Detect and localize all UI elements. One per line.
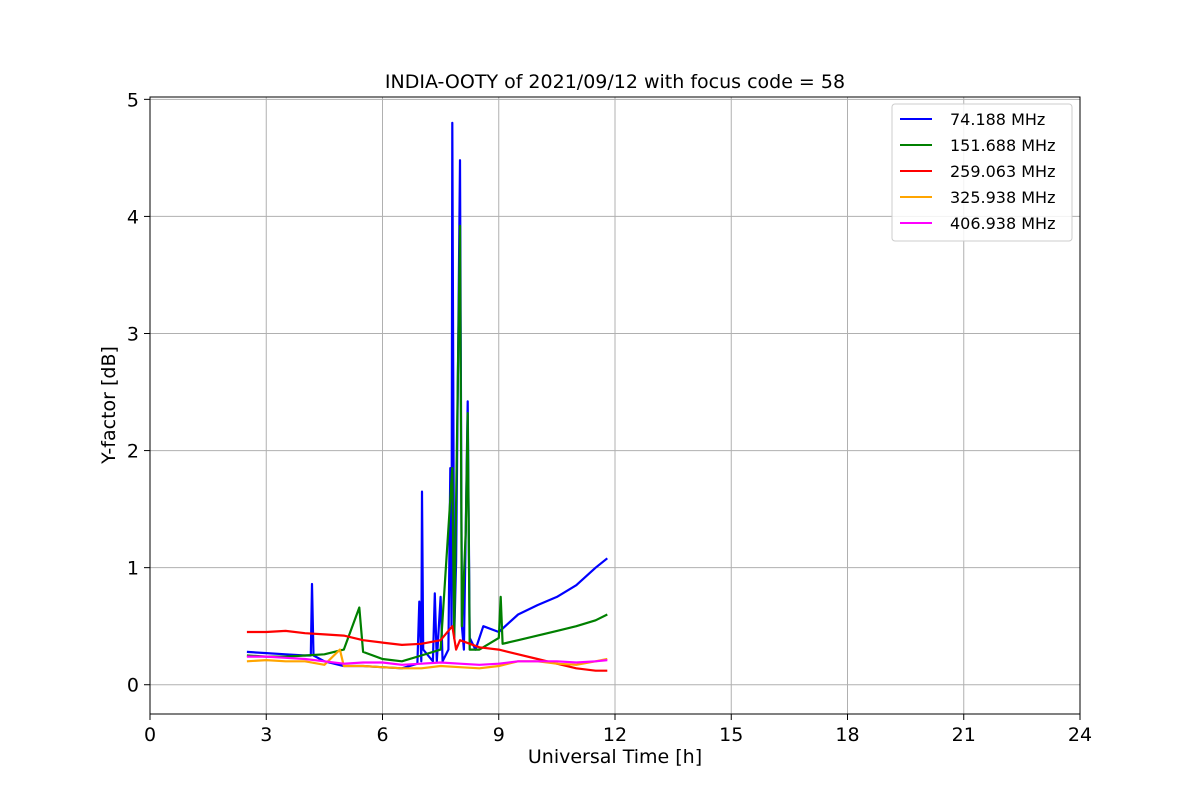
- y-tick-label: 4: [127, 206, 139, 228]
- y-tick-label: 3: [127, 323, 139, 345]
- x-tick-label: 6: [376, 724, 388, 746]
- x-tick-label: 9: [493, 724, 505, 746]
- y-tick-label: 0: [127, 675, 139, 697]
- legend: 74.188 MHz 151.688 MHz 259.063 MHz 325.938 …: [891, 103, 1073, 242]
- series-line-325-938-mhz: [246, 648, 608, 670]
- x-tick-label: 12: [603, 724, 627, 746]
- legend-label: 325.938 MHz: [950, 188, 1055, 207]
- y-tick-label: 2: [127, 441, 139, 463]
- x-tick-label: 3: [260, 724, 272, 746]
- series-line-406-938-mhz: [246, 655, 608, 666]
- x-axis-label: Universal Time [h]: [528, 746, 702, 768]
- legend-box: [891, 103, 1073, 242]
- x-tick-label: 24: [1068, 724, 1092, 746]
- x-tick-label: 18: [835, 724, 859, 746]
- legend-label: 259.063 MHz: [950, 162, 1055, 181]
- chart-title: INDIA-OOTY of 2021/09/12 with focus code…: [385, 71, 845, 93]
- y-tick-label: 5: [127, 89, 139, 111]
- legend-label: 406.938 MHz: [950, 214, 1055, 233]
- series-group: [246, 121, 608, 672]
- x-tick-label: 21: [952, 724, 976, 746]
- x-tick-label: 15: [719, 724, 743, 746]
- legend-label: 151.688 MHz: [950, 136, 1055, 155]
- y-axis-label: Y-factor [dB]: [98, 346, 120, 465]
- legend-label: 74.188 MHz: [950, 110, 1045, 129]
- x-tick-label: 0: [144, 724, 156, 746]
- y-tick-label: 1: [127, 558, 139, 580]
